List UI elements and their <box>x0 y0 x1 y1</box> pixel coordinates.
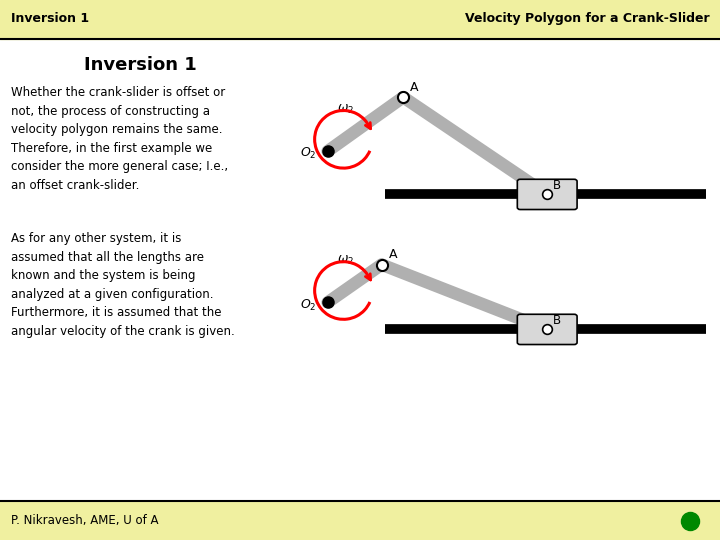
Text: $O_2$: $O_2$ <box>300 146 316 161</box>
Bar <box>0 501 720 540</box>
FancyBboxPatch shape <box>518 179 577 210</box>
Text: Whether the crank-slider is offset or
not, the process of constructing a
velocit: Whether the crank-slider is offset or no… <box>11 86 228 192</box>
Text: Inversion 1: Inversion 1 <box>84 56 197 74</box>
Text: A: A <box>389 248 397 261</box>
Text: P. Nikravesh, AME, U of A: P. Nikravesh, AME, U of A <box>11 514 158 527</box>
Text: B: B <box>553 179 561 192</box>
Text: $\omega_2$: $\omega_2$ <box>337 103 354 116</box>
Bar <box>0 0 720 39</box>
Text: As for any other system, it is
assumed that all the lengths are
known and the sy: As for any other system, it is assumed t… <box>11 232 235 338</box>
Text: $\omega_2$: $\omega_2$ <box>337 254 354 267</box>
Text: B: B <box>553 314 561 327</box>
Text: $O_2$: $O_2$ <box>300 298 316 313</box>
Text: Inversion 1: Inversion 1 <box>11 12 89 25</box>
Text: Velocity Polygon for a Crank-Slider: Velocity Polygon for a Crank-Slider <box>464 12 709 25</box>
Text: A: A <box>410 81 419 94</box>
FancyBboxPatch shape <box>518 314 577 345</box>
